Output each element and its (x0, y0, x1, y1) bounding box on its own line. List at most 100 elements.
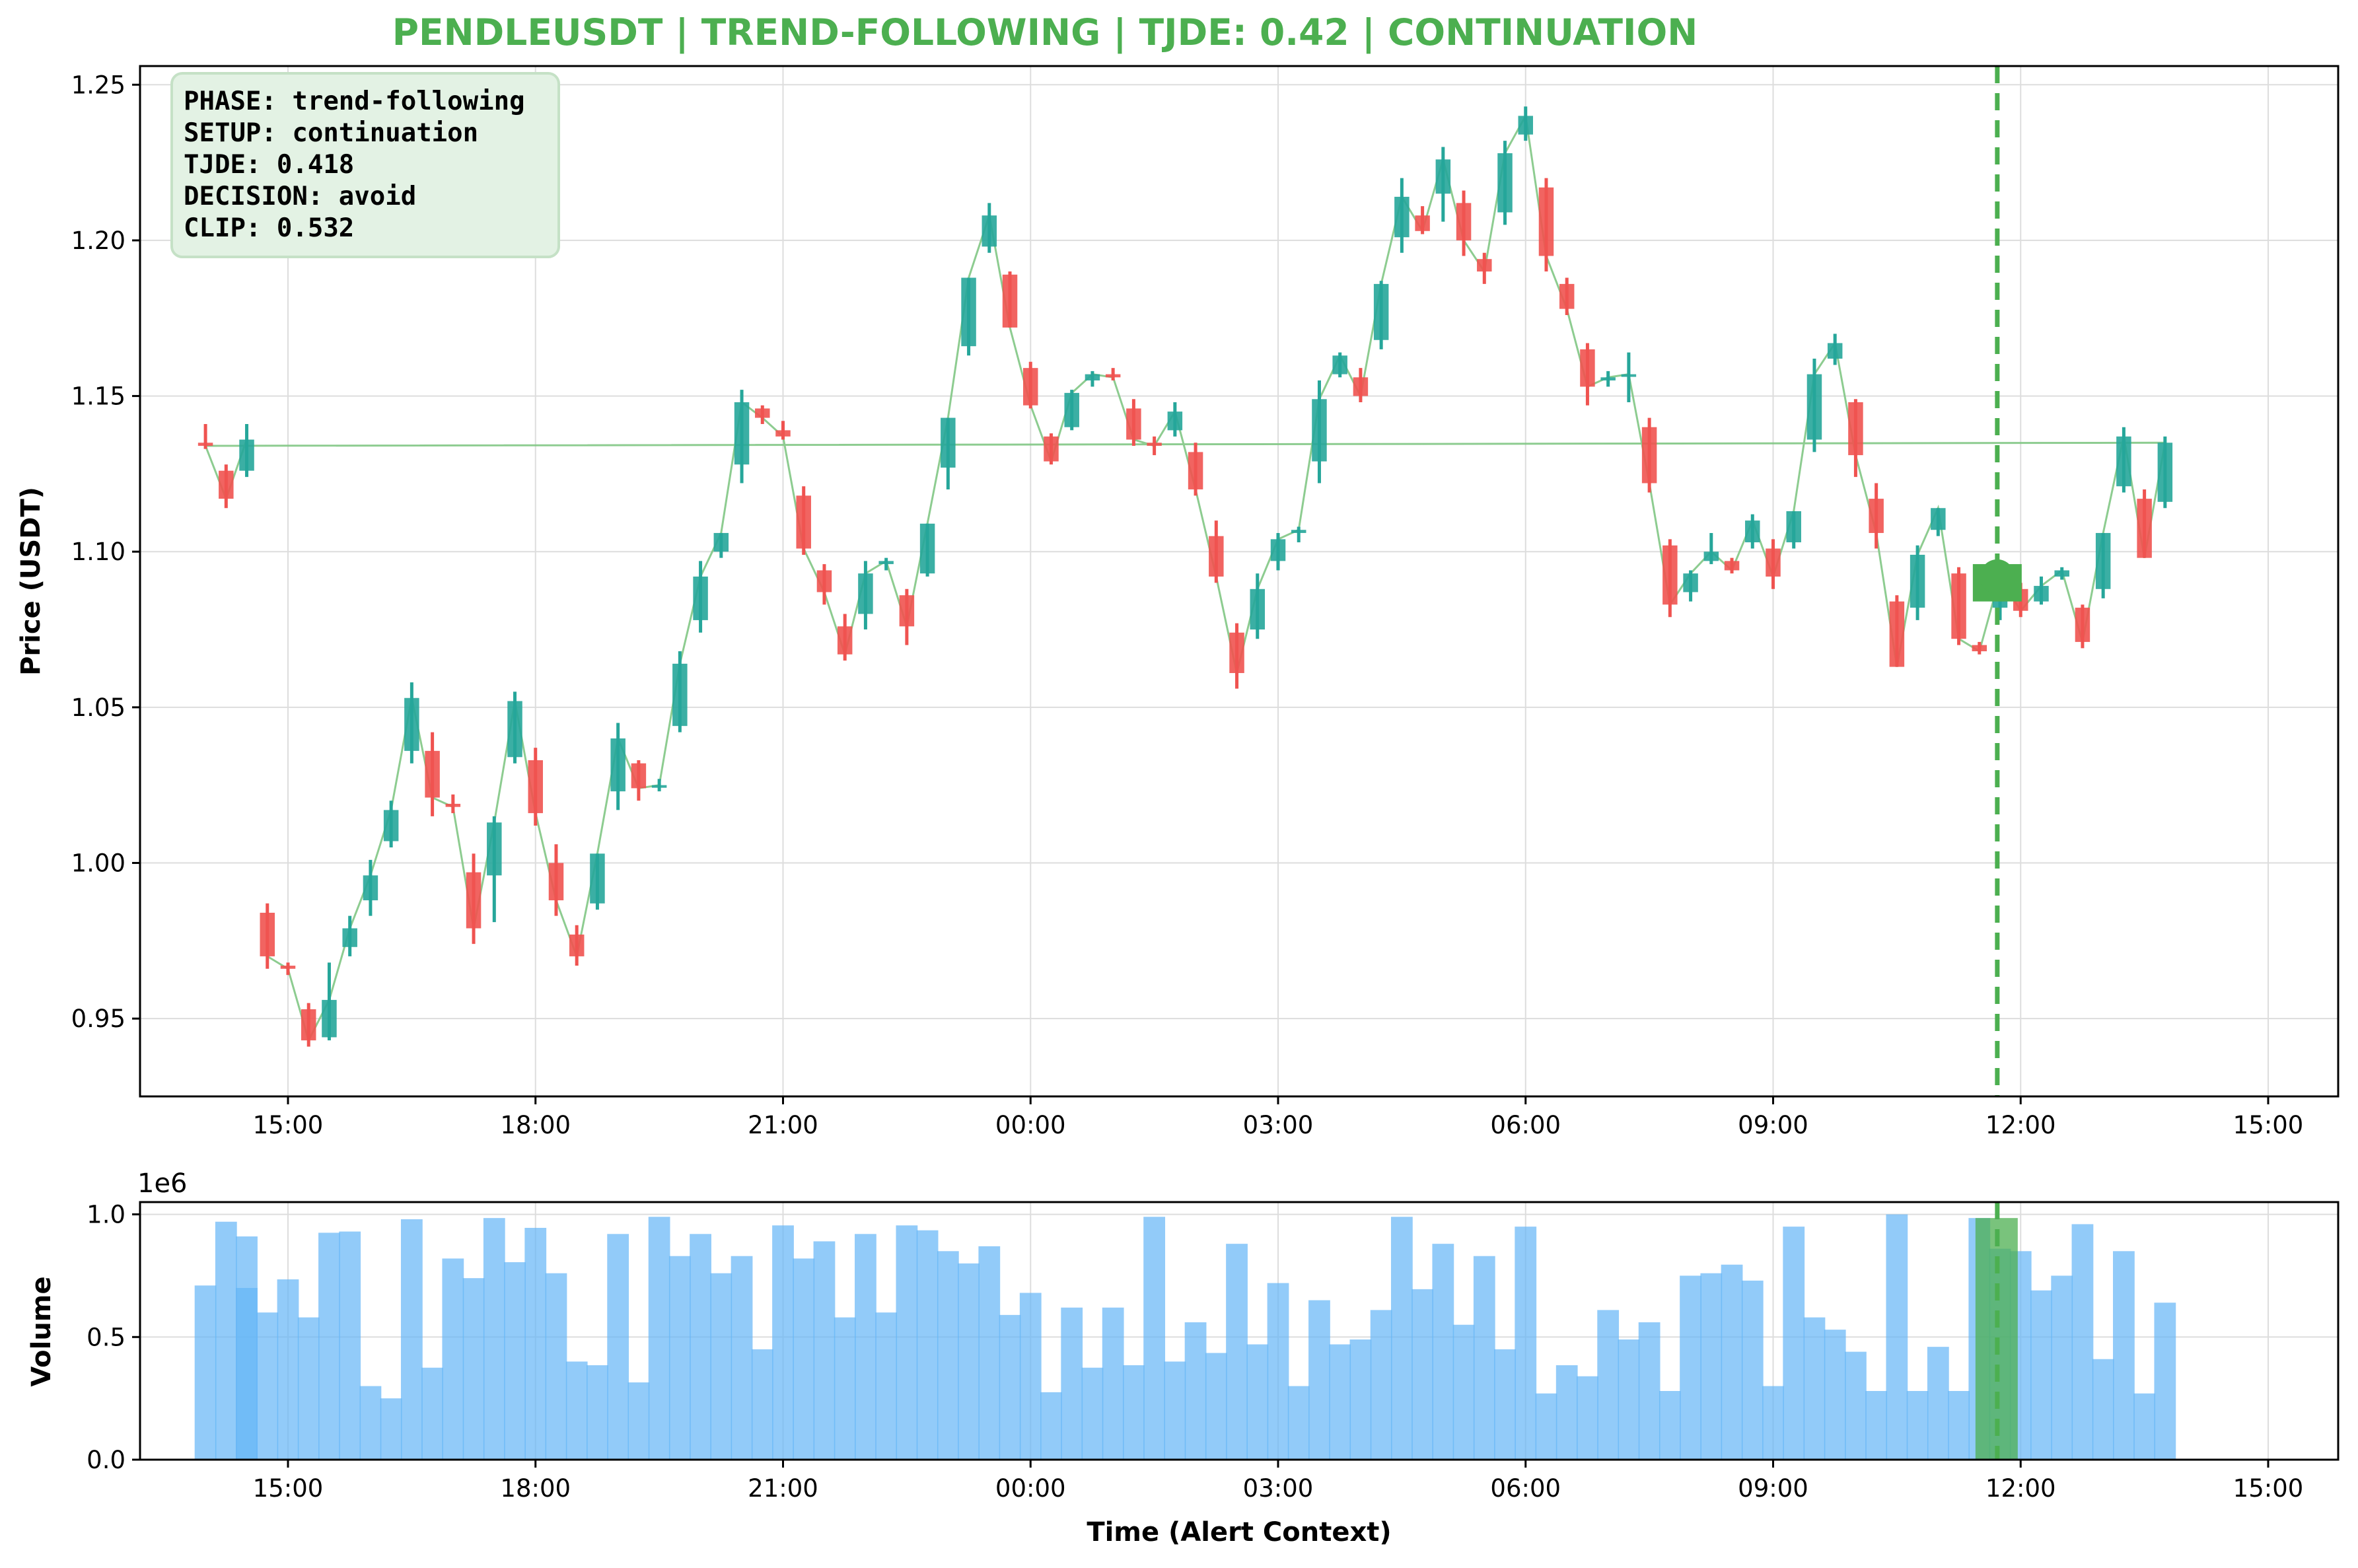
candle (487, 816, 502, 923)
volume-bar (442, 1258, 464, 1460)
candle (1394, 178, 1410, 253)
candle-body (1332, 355, 1347, 374)
volume-bar (1081, 1367, 1104, 1460)
candle (1786, 511, 1801, 549)
candle-body (1085, 374, 1100, 381)
volume-xtick-label: 00:00 (995, 1474, 1066, 1503)
volume-xtick-label: 09:00 (1738, 1474, 1808, 1503)
candle-body (466, 872, 482, 929)
volume-bar (731, 1256, 753, 1460)
volume-bar (483, 1218, 505, 1460)
candle (775, 421, 791, 440)
candle (528, 748, 543, 826)
candle-body (1188, 452, 1203, 489)
price-ytick-label: 1.15 (71, 382, 125, 411)
volume-bar (1948, 1391, 1970, 1460)
candle (899, 588, 915, 645)
candle-body (1044, 436, 1059, 462)
candle-body (260, 912, 275, 956)
volume-ytick-label: 1.0 (87, 1201, 125, 1229)
candle-body (1373, 283, 1389, 340)
candle (1559, 277, 1575, 316)
volume-bar (545, 1273, 567, 1460)
candle (1931, 508, 1946, 536)
candle-body (322, 999, 337, 1038)
candle (404, 682, 419, 764)
candle (445, 794, 461, 814)
volume-bar (1019, 1293, 1042, 1460)
volume-bar (2133, 1393, 2156, 1460)
price-ylabel: Price (USDT) (16, 487, 46, 676)
price-ytick-label: 0.95 (71, 1005, 125, 1033)
candle (2075, 604, 2090, 649)
candle (1002, 271, 1018, 328)
candle-body (2054, 570, 2069, 577)
candle-body (734, 402, 750, 465)
volume-bar (690, 1234, 711, 1460)
volume-bar (1886, 1214, 1908, 1460)
volume-xtick-label: 12:00 (1985, 1474, 2056, 1503)
candle (858, 561, 873, 630)
candle (507, 692, 522, 764)
candle-body (1869, 499, 1884, 533)
candle (1147, 436, 1162, 456)
candle (1848, 399, 1863, 478)
candle-body (1229, 632, 1244, 674)
candle-body (445, 803, 461, 807)
volume-bar (524, 1228, 547, 1460)
volume-bar (1411, 1289, 1433, 1460)
candle-body (1002, 274, 1018, 328)
candle-body (1023, 368, 1038, 406)
candle-body (1600, 377, 1616, 381)
candle-body (219, 470, 234, 499)
candle (1621, 352, 1637, 403)
volume-xtick-label: 18:00 (500, 1474, 571, 1503)
candle (1229, 623, 1244, 689)
candle (878, 557, 894, 571)
candle (755, 405, 770, 424)
candle (219, 464, 234, 509)
volume-bar (1555, 1365, 1578, 1460)
volume-bar (1865, 1391, 1888, 1460)
candle (1972, 641, 1987, 655)
volume-bar (339, 1231, 361, 1460)
volume-bar (215, 1221, 237, 1460)
candle (734, 390, 750, 483)
candle (342, 915, 357, 956)
candle-body (280, 966, 296, 969)
price-xtick-label: 18:00 (500, 1111, 571, 1139)
volume-bar (1638, 1322, 1661, 1460)
volume-bar (359, 1386, 382, 1460)
price-xtick-label: 15:00 (253, 1111, 324, 1139)
volume-bar (1783, 1227, 1805, 1460)
candle-body (1951, 573, 1966, 639)
candle (941, 417, 956, 489)
candle-body (363, 875, 378, 901)
candle (1538, 178, 1554, 272)
candle-body (899, 595, 915, 627)
volume-xtick-label: 06:00 (1490, 1474, 1561, 1503)
candle (1105, 368, 1121, 381)
candle-body (1064, 392, 1079, 427)
price-plot-frame (139, 65, 2340, 1098)
candle (1353, 368, 1369, 403)
candle-body (796, 495, 811, 549)
volume-bar (2030, 1290, 2052, 1460)
candle (1724, 557, 1740, 574)
volume-bar (1659, 1391, 1681, 1460)
candle-body (1497, 153, 1513, 213)
candle (1167, 402, 1183, 437)
candle-body (755, 408, 770, 418)
volume-bar (1267, 1283, 1289, 1460)
candle-body (383, 810, 399, 841)
candle-body (610, 738, 625, 792)
candle (1064, 390, 1079, 431)
candle-body (2034, 586, 2049, 602)
volume-bar (855, 1234, 876, 1460)
volume-bar (194, 1285, 217, 1460)
candle (1250, 573, 1266, 639)
candle (1497, 141, 1513, 225)
price-xtick-label: 15:00 (2233, 1111, 2304, 1139)
